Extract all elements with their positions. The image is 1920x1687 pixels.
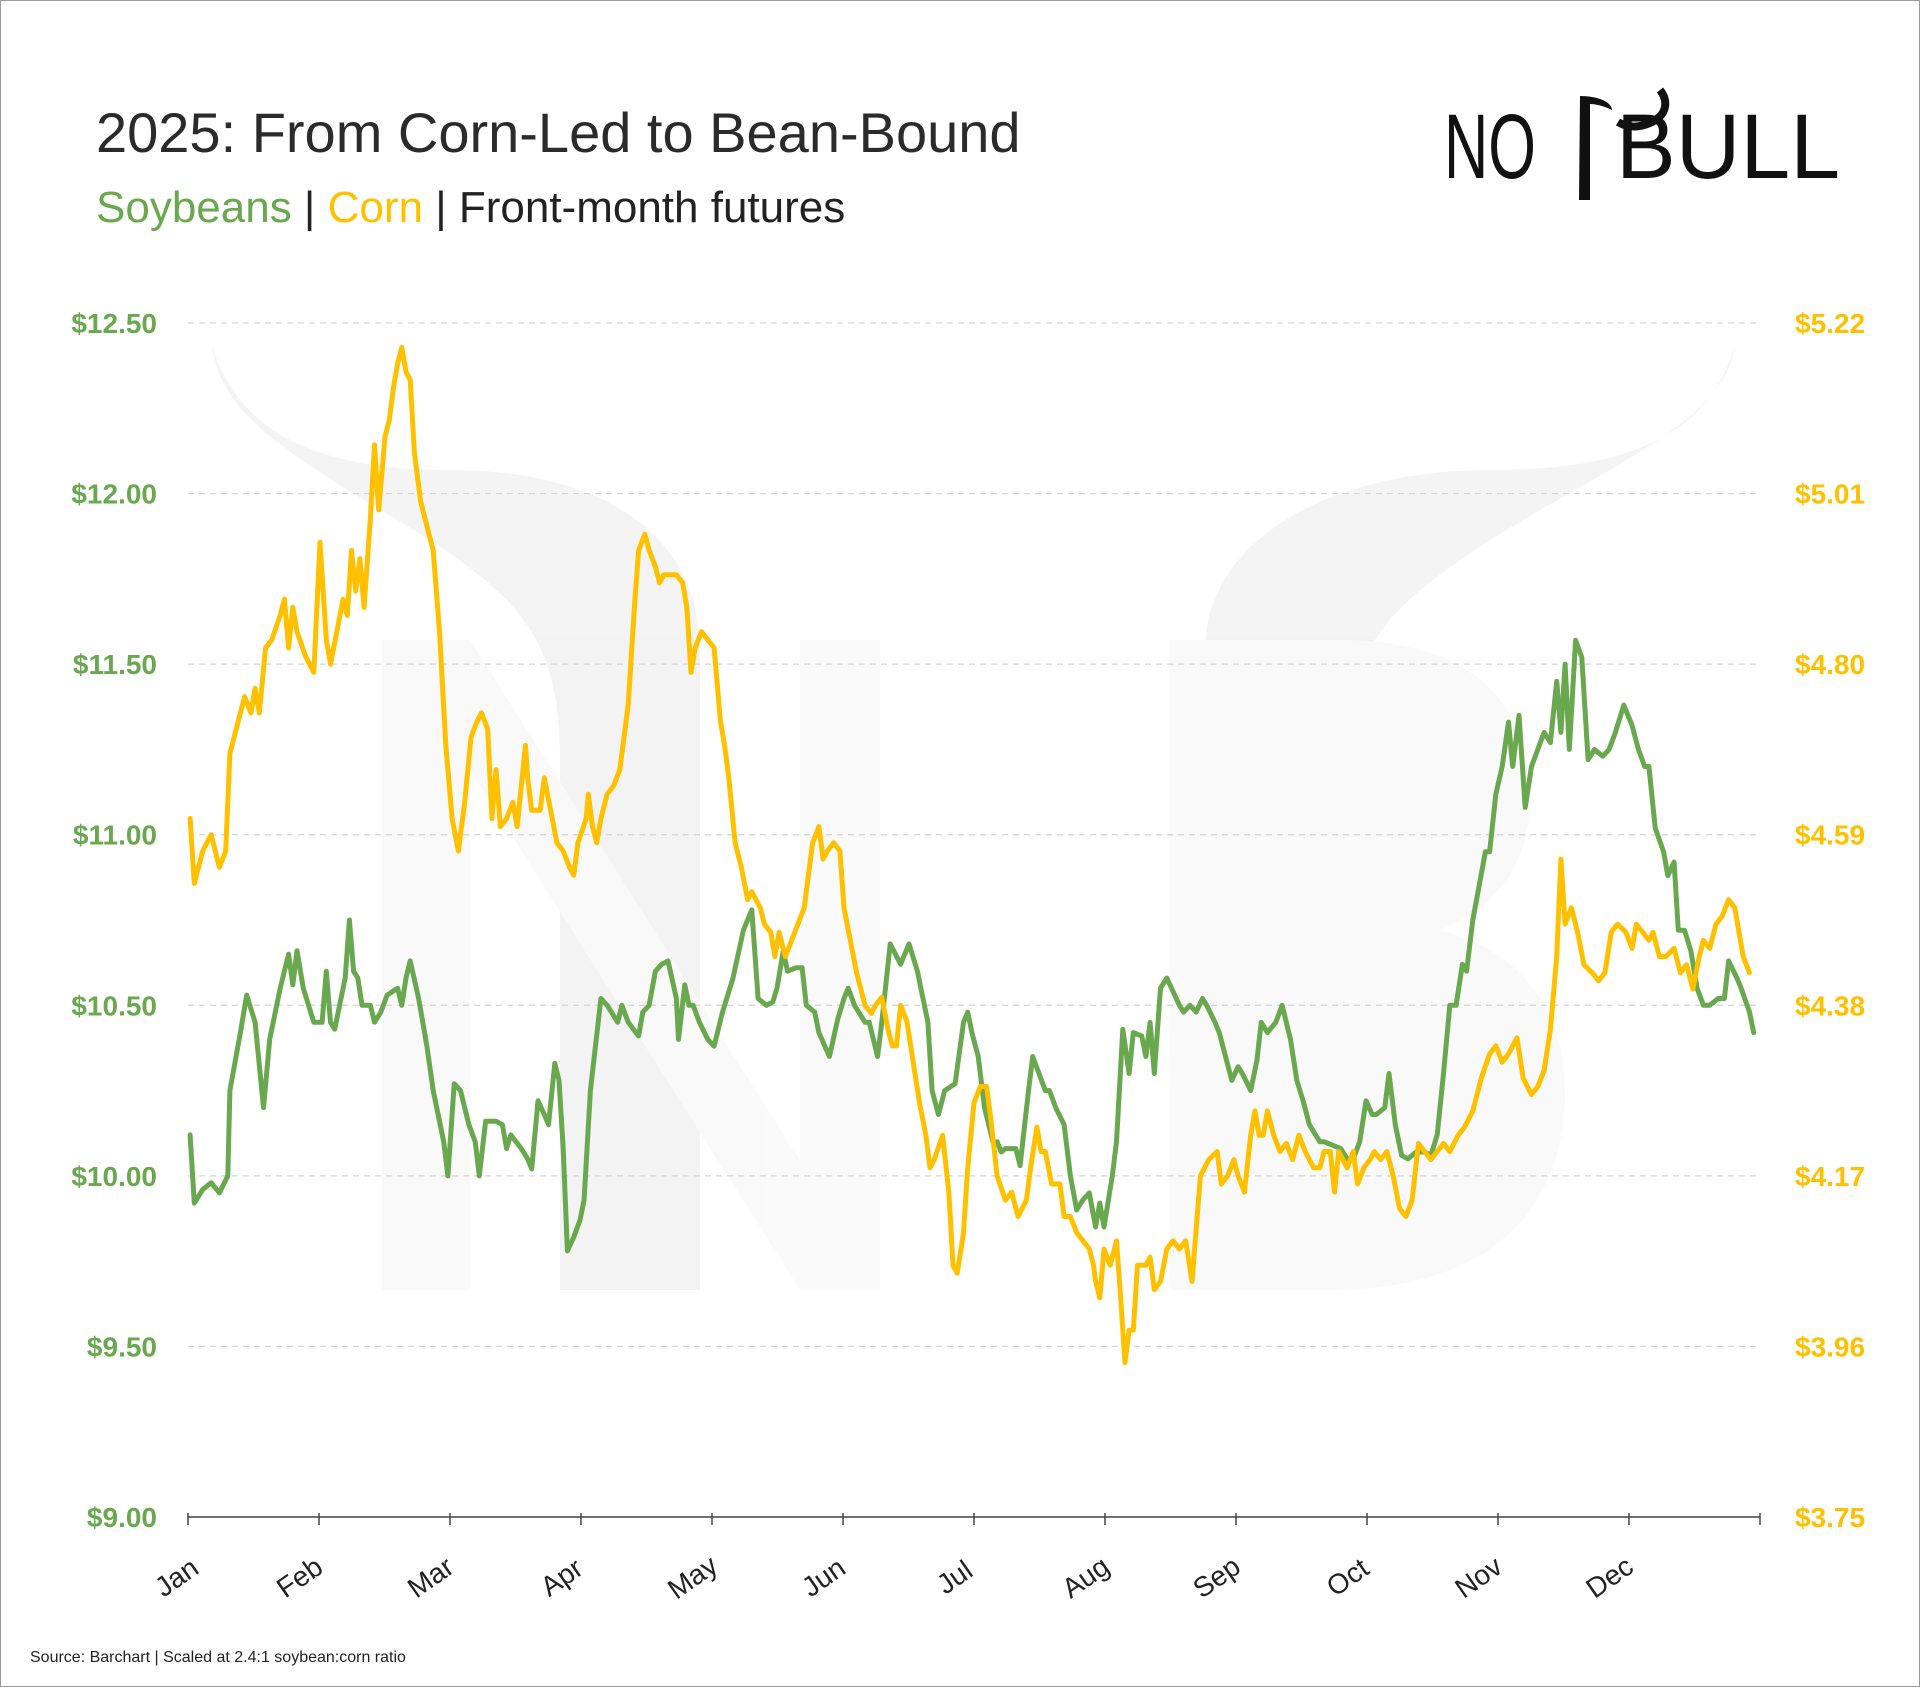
grid <box>188 322 1760 1348</box>
x-tick-label: Jul <box>931 1554 978 1600</box>
x-tick-label: Mar <box>402 1551 459 1604</box>
bull-watermark <box>212 345 1735 1290</box>
y-right-tick-label: $3.96 <box>1795 1331 1865 1362</box>
no-bull-logo: NO BULL <box>1444 87 1840 200</box>
series-line-corn <box>187 344 1752 1366</box>
chart-title: 2025: From Corn-Led to Bean-Bound <box>96 101 1021 164</box>
y-right-tick-label: $5.22 <box>1795 308 1865 339</box>
y-left-tick-label: $9.00 <box>87 1502 157 1533</box>
y-left-tick-label: $10.00 <box>71 1161 157 1192</box>
y-right-tick-label: $4.38 <box>1795 990 1865 1021</box>
subtitle-separator: | <box>423 183 459 232</box>
chart-subtitle: Soybeans | Corn | Front-month futures <box>96 183 845 232</box>
y-right-tick-label: $4.59 <box>1795 820 1865 851</box>
x-tick-label: Aug <box>1056 1550 1115 1604</box>
x-tick-label: Jan <box>149 1552 204 1603</box>
axes: $9.00 $3.75 $9.50 $3.96 $10.00 $4.17 $10.50 $4.… <box>71 308 1865 1605</box>
x-tick-label: May <box>662 1549 723 1605</box>
y-right-tick-label: $4.17 <box>1795 1161 1865 1192</box>
subtitle-soybeans: Soybeans <box>96 183 292 232</box>
source-note: Source: Barchart | Scaled at 2.4:1 soybe… <box>30 1649 406 1666</box>
y-right-tick-label: $5.01 <box>1795 479 1865 510</box>
series-lines <box>187 344 1757 1366</box>
x-tick-label: Oct <box>1321 1552 1375 1603</box>
x-tick-label: Feb <box>271 1551 328 1604</box>
x-tick-label: Jun <box>796 1552 851 1603</box>
y-left-tick-label: $12.00 <box>71 479 157 510</box>
x-tick-label: Dec <box>1580 1550 1639 1604</box>
y-left-tick-label: $11.00 <box>73 820 157 851</box>
y-right-tick-label: $3.75 <box>1795 1502 1865 1533</box>
y-left-tick-label: $10.50 <box>71 990 157 1021</box>
logo-text-bull: BULL <box>1616 96 1840 198</box>
x-tick-label: Nov <box>1449 1550 1508 1604</box>
logo-text-no: NO <box>1444 96 1536 198</box>
subtitle-separator: | <box>292 183 328 232</box>
x-tick-label: Apr <box>535 1552 588 1602</box>
y-left-tick-label: $11.50 <box>73 649 157 680</box>
y-left-tick-label: $9.50 <box>87 1331 157 1362</box>
y-left-tick-label: $12.50 <box>71 308 157 339</box>
x-tick-label: Sep <box>1187 1550 1246 1604</box>
y-right-tick-label: $4.80 <box>1795 649 1865 680</box>
series-line-soybeans <box>187 637 1757 1254</box>
subtitle-description: Front-month futures <box>459 183 845 232</box>
subtitle-corn: Corn <box>328 183 423 232</box>
